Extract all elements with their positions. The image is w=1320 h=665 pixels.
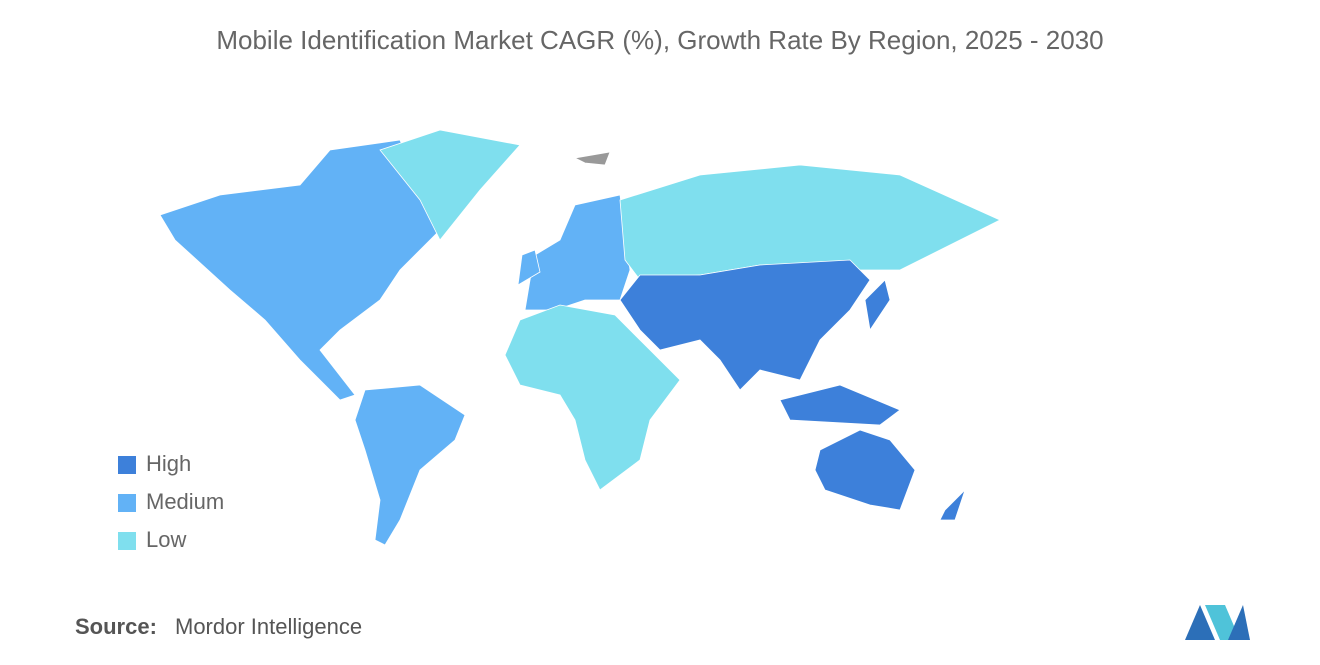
new-zealand	[939, 489, 966, 521]
uk	[517, 249, 541, 286]
legend: High Medium Low	[118, 451, 224, 552]
world-map	[159, 129, 1001, 546]
asia	[619, 259, 871, 391]
africa	[504, 304, 681, 491]
australia	[814, 429, 916, 511]
source-label: Source:	[75, 614, 157, 639]
legend-label: High	[146, 451, 191, 476]
legend-label: Low	[146, 527, 186, 552]
south-america	[354, 384, 466, 546]
legend-swatch	[118, 456, 136, 474]
legend-swatch	[118, 494, 136, 512]
north-america	[159, 139, 441, 401]
europe	[524, 194, 631, 311]
southeast-asia	[779, 384, 901, 426]
title: Mobile Identification Market CAGR (%), G…	[216, 25, 1103, 55]
greenland	[379, 129, 521, 241]
legend-label: Medium	[146, 489, 224, 514]
legend-swatch	[118, 532, 136, 550]
unclassified	[573, 151, 611, 166]
source-text: Mordor Intelligence	[175, 614, 362, 639]
logo	[1185, 605, 1250, 640]
japan	[864, 279, 891, 332]
